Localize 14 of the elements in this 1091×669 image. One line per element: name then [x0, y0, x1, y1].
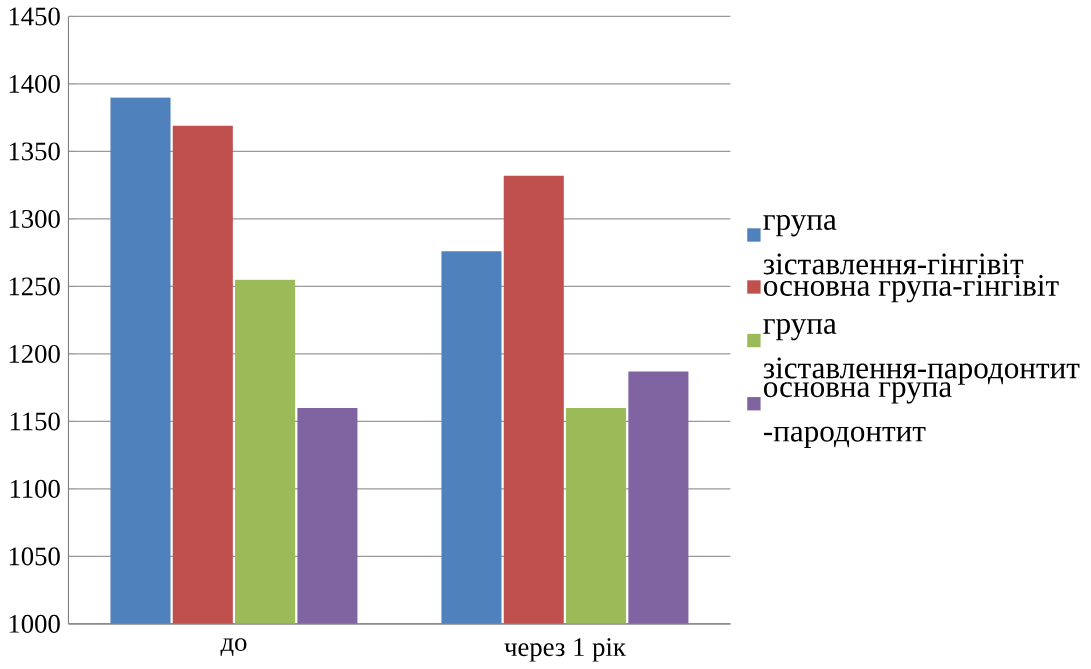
y-tick-label: 1300 [9, 209, 60, 228]
y-tick-label: 1250 [9, 277, 60, 296]
y-tick-label: 1100 [10, 479, 60, 498]
y-tick-label: 1350 [9, 142, 60, 161]
y-tick-label: 1450 [9, 7, 60, 26]
y-tick-label: 1050 [9, 547, 60, 566]
y-tick-label: 1200 [9, 344, 60, 363]
y-tick-label: 1000 [9, 614, 60, 633]
y-tick-label: 1400 [9, 74, 60, 93]
y-tick-label: 1150 [10, 412, 60, 431]
legend-label: група зіставлення-гінгівіт [763, 215, 1024, 275]
x-tick-label: до [220, 638, 247, 656]
legend-label: основна група-гінгівіт [763, 275, 1059, 303]
x-tick-label: через 1 рік [504, 638, 626, 662]
